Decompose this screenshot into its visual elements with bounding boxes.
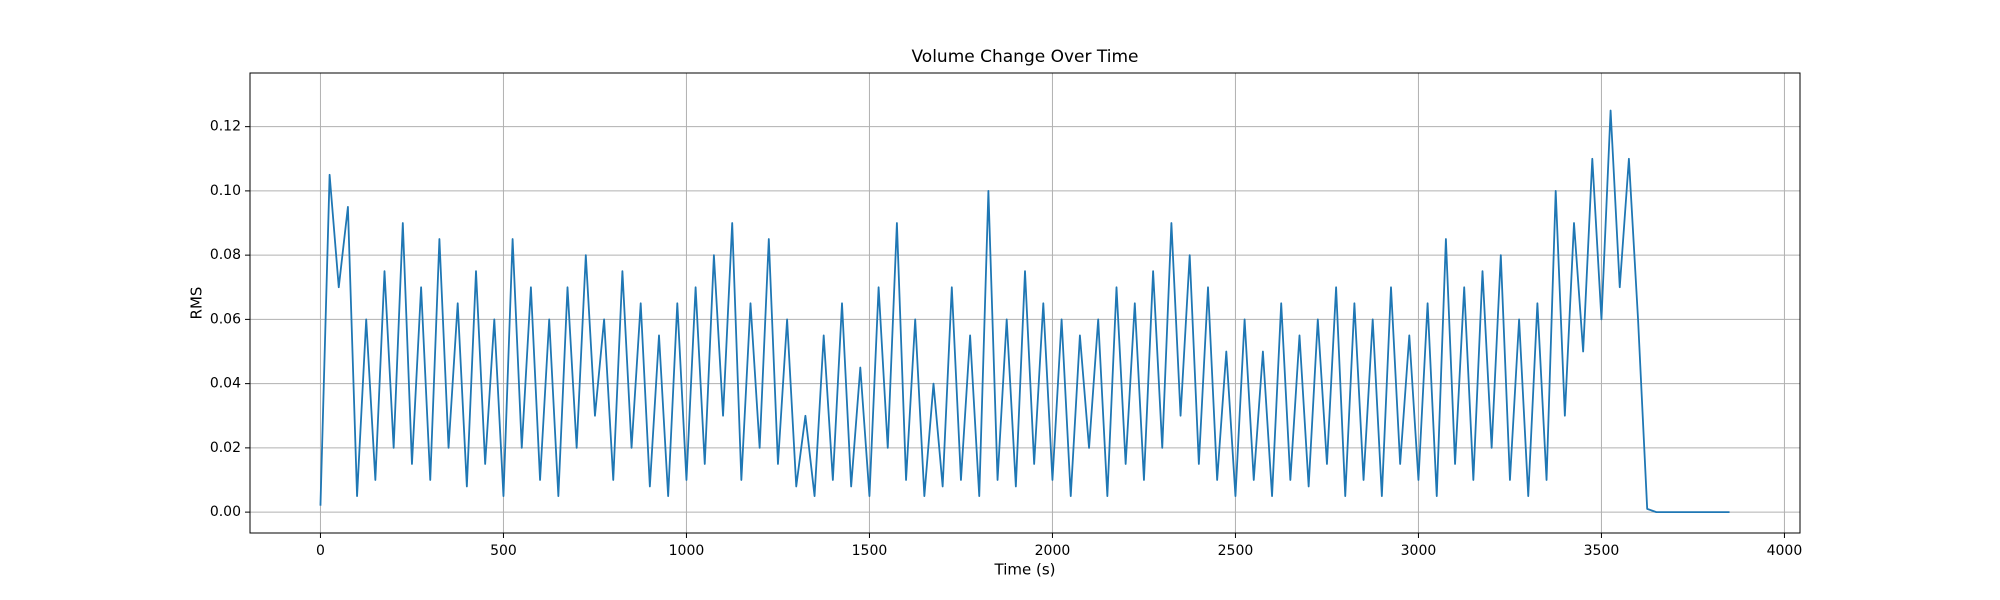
x-tick-label: 1500 (852, 543, 888, 559)
y-tick-label: 0.06 (210, 311, 241, 327)
y-tick-label: 0.12 (210, 119, 241, 135)
x-tick-label: 3000 (1401, 543, 1437, 559)
y-tick-label: 0.04 (210, 376, 241, 392)
plot-frame (249, 72, 1801, 534)
x-tick-label: 2500 (1218, 543, 1254, 559)
x-axis-label: Time (s) (994, 561, 1056, 579)
x-tick-label: 3500 (1584, 543, 1620, 559)
x-tick-label: 500 (490, 543, 517, 559)
y-tick-label: 0.08 (210, 247, 241, 263)
data-line (319, 109, 1730, 514)
y-tick-label: 0.00 (210, 504, 241, 520)
y-tick-label: 0.02 (210, 440, 241, 456)
y-axis-label: RMS (188, 287, 206, 320)
x-tick-label: 0 (316, 543, 325, 559)
x-tick-label: 2000 (1035, 543, 1071, 559)
x-tick-label: 1000 (669, 543, 705, 559)
chart-title: Volume Change Over Time (911, 47, 1138, 67)
x-tick-label: 4000 (1767, 543, 1803, 559)
y-tick-label: 0.10 (210, 183, 241, 199)
